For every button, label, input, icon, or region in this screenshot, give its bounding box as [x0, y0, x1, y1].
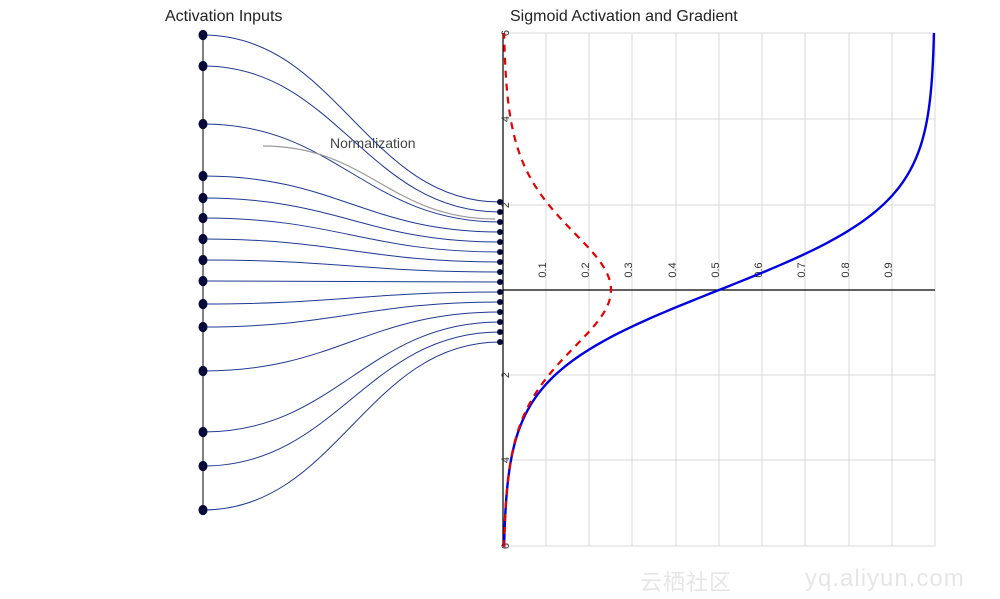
- input-dot: [199, 61, 208, 71]
- x-tick-label: 0.9: [883, 262, 895, 277]
- input-dot: [199, 276, 208, 286]
- normalization-indicator-curve: [263, 146, 495, 219]
- input-dot: [199, 505, 208, 515]
- input-dot: [199, 213, 208, 223]
- x-tick-label: 0.2: [580, 262, 592, 277]
- input-dot: [199, 119, 208, 129]
- input-dot: [199, 322, 208, 332]
- target-dot: [497, 219, 503, 225]
- normalization-curve: [203, 66, 500, 212]
- normalization-curve: [203, 35, 500, 202]
- target-dot: [497, 309, 503, 315]
- input-dot: [199, 30, 208, 40]
- target-dot: [497, 259, 503, 265]
- target-dot: [497, 229, 503, 235]
- input-dot: [199, 461, 208, 471]
- target-dot: [497, 199, 503, 205]
- normalization-curve: [203, 260, 500, 272]
- normalization-curve: [203, 312, 500, 371]
- input-dot: [199, 255, 208, 265]
- input-dot: [199, 299, 208, 309]
- y-tick-label: 6: [500, 543, 512, 549]
- x-tick-label: 0.7: [796, 262, 808, 277]
- normalization-curve: [203, 176, 500, 232]
- input-dot: [199, 171, 208, 181]
- target-dot: [497, 279, 503, 285]
- y-tick-label: 6: [500, 30, 512, 36]
- target-dot: [497, 329, 503, 335]
- normalization-curve: [203, 281, 500, 282]
- input-dot: [199, 234, 208, 244]
- target-dot: [497, 209, 503, 215]
- x-tick-label: 0.1: [537, 262, 549, 277]
- normalization-curve: [203, 322, 500, 432]
- x-tick-label: 0.3: [623, 262, 635, 277]
- normalization-curve: [203, 218, 500, 252]
- target-dot: [497, 339, 503, 345]
- y-tick-label: 2: [500, 372, 512, 378]
- normalization-curve: [203, 342, 500, 510]
- target-dot: [497, 289, 503, 295]
- target-dot: [497, 319, 503, 325]
- x-tick-label: 0.5: [710, 262, 722, 277]
- normalization-curve: [203, 292, 500, 304]
- y-tick-label: 4: [500, 116, 512, 122]
- target-dot: [497, 269, 503, 275]
- input-dot: [199, 366, 208, 376]
- diagram-canvas: 6422460.10.20.30.40.50.60.70.80.9: [0, 0, 1000, 599]
- target-dot: [497, 249, 503, 255]
- input-dot: [199, 193, 208, 203]
- x-tick-label: 0.8: [840, 262, 852, 277]
- normalization-curve: [203, 332, 500, 466]
- target-dot: [497, 239, 503, 245]
- x-tick-label: 0.4: [667, 262, 679, 277]
- input-dot: [199, 427, 208, 437]
- target-dot: [497, 299, 503, 305]
